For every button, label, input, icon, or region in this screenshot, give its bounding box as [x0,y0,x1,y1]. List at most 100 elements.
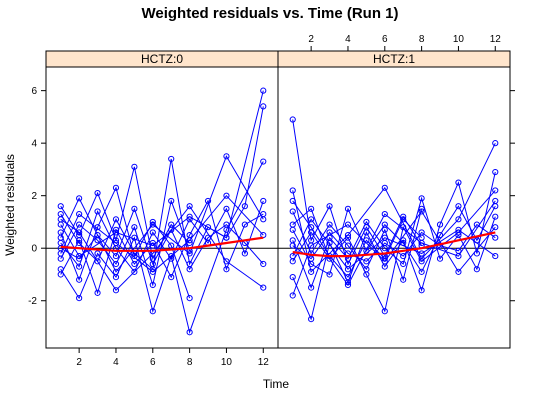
data-point [381,308,388,315]
series-line-12 [60,207,264,271]
data-point [455,226,462,233]
data-point [289,197,296,205]
smooth-curve [292,231,496,258]
data-point [131,260,138,268]
x-tick-label: 8 [187,357,193,368]
data-point [455,247,462,254]
y-axis-label: Weighted residuals [3,154,17,256]
series-line-2 [292,142,496,273]
y-tick-label: 4 [31,139,37,150]
data-point [260,216,267,223]
data-point [94,258,101,265]
series-line-1 [60,166,190,261]
data-point [186,295,193,302]
data-point [94,208,101,215]
data-point [400,252,407,260]
data-point [223,221,230,228]
x-tick-label: 4 [345,34,351,45]
data-point [363,229,370,236]
data-point [149,268,156,275]
data-point [204,224,212,231]
data-point [112,287,120,294]
data-point [260,260,267,268]
data-point [76,195,83,202]
data-point [76,221,83,228]
y-tick-label: -2 [28,296,37,307]
data-point [418,250,425,257]
series-line-10 [292,200,422,278]
data-point [149,308,156,315]
data-point [289,187,296,194]
chart-title: Weighted residuals vs. Time (Run 1) [141,5,398,22]
data-point [57,221,64,228]
data-point [308,224,315,231]
data-point [363,266,370,273]
y-tick-label: 0 [31,244,37,255]
data-point [131,224,138,231]
data-point [168,155,175,163]
data-point [94,224,101,231]
data-point [418,208,425,215]
data-point [241,250,248,257]
data-point [223,205,230,212]
data-point [492,187,499,194]
data-point [455,203,462,210]
series-line-11 [60,194,264,273]
data-point [344,281,352,289]
data-point [186,329,193,336]
data-point [455,216,462,223]
data-point [186,237,193,244]
data-point [76,237,83,244]
data-point [436,255,444,262]
series-line-4 [60,161,264,334]
data-point [492,252,499,260]
data-point [308,242,315,249]
data-point [289,292,296,299]
data-point [149,281,156,289]
series-line-11 [292,218,496,270]
data-point [473,266,480,273]
x-tick-label: 8 [419,34,425,45]
data-point [112,216,120,223]
data-point [223,266,230,273]
data-point [223,153,230,160]
series-line-4 [292,190,496,313]
data-point [492,203,499,210]
data-point [112,268,120,275]
x-tick-label: 10 [221,357,233,368]
x-tick-label: 10 [453,34,465,45]
data-point [112,226,120,233]
data-point [381,210,388,218]
data-point [76,263,83,270]
data-point [57,229,64,236]
data-point [344,221,352,228]
data-point [112,252,120,260]
data-point [186,216,193,223]
series-line-8 [60,205,264,291]
series-line-3 [60,106,264,271]
series-line-5 [292,200,496,286]
data-point [94,231,101,239]
data-point [94,189,101,197]
data-point [289,252,296,260]
data-point [436,231,444,239]
data-point [308,316,315,323]
data-point [260,87,267,94]
data-point [186,203,193,210]
data-point [57,203,64,210]
data-point [308,216,315,223]
data-point [76,276,83,283]
data-point [418,268,425,275]
data-point [326,221,333,228]
data-point [131,252,138,260]
data-point [204,197,212,205]
data-point [57,210,64,218]
data-point [76,229,83,236]
data-point [308,255,315,262]
data-point [308,268,315,275]
data-point [289,273,296,281]
smooth-curve [60,236,264,252]
data-point [326,271,333,278]
data-point [308,205,315,212]
